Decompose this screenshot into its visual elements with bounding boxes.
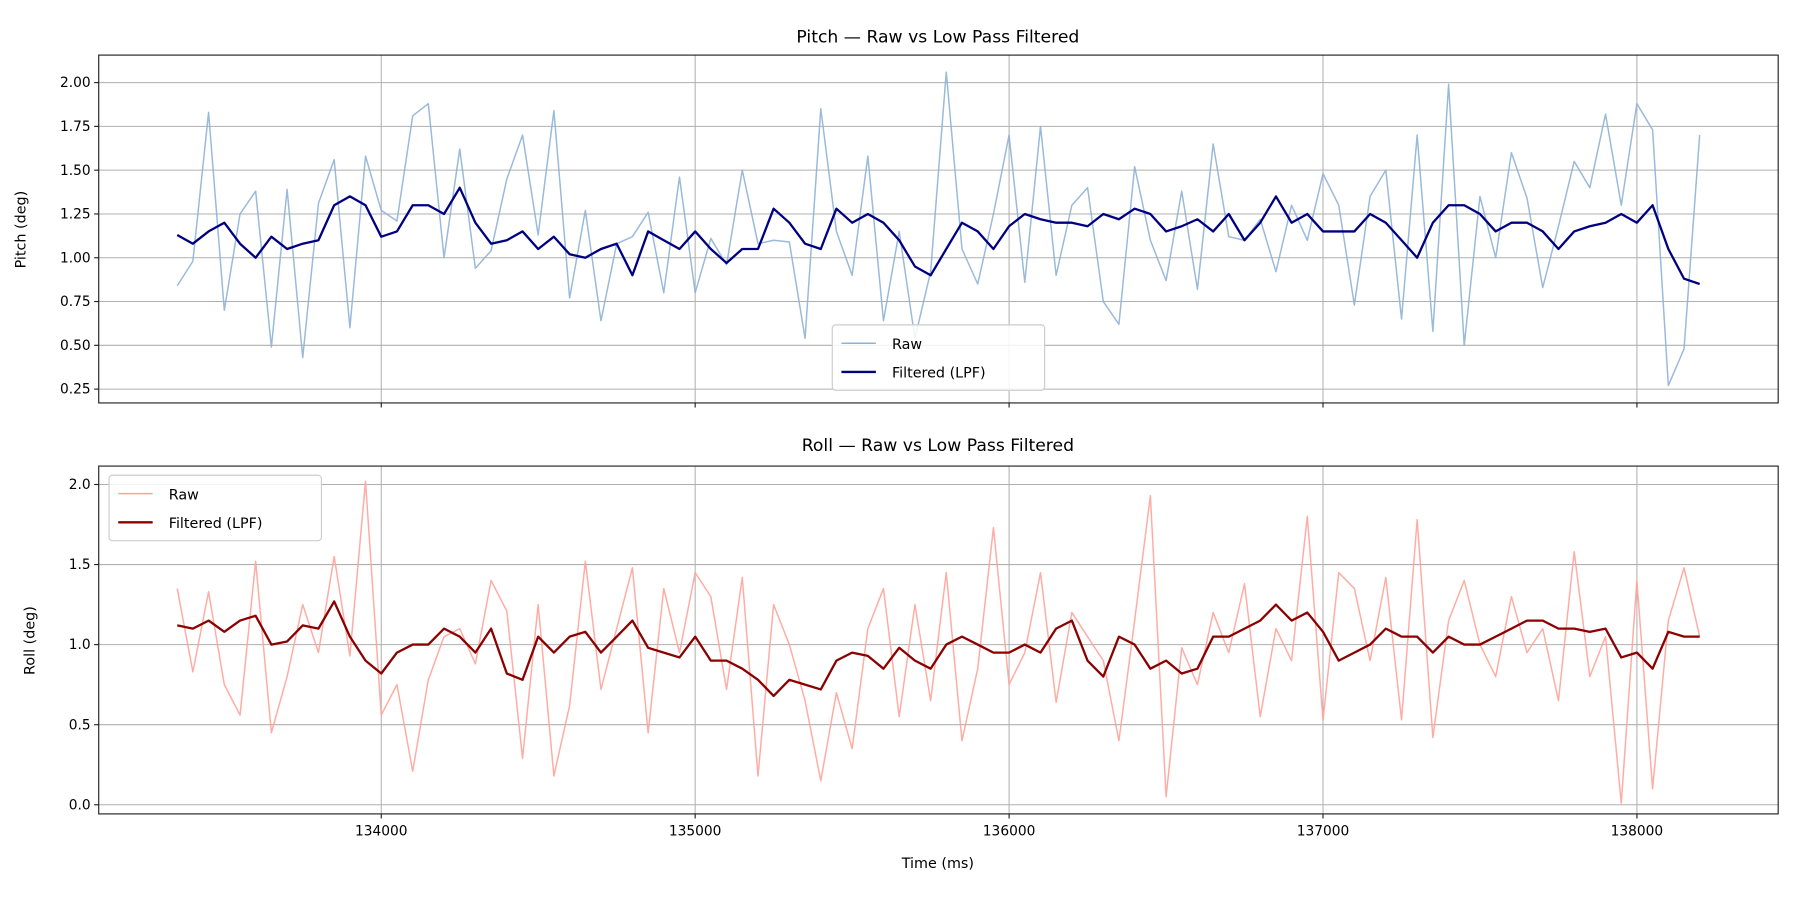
x-tick-label: 138000 bbox=[1611, 824, 1664, 840]
y-tick-label: 0.0 bbox=[69, 797, 91, 813]
roll-ylabel: Roll (deg) bbox=[22, 606, 38, 675]
roll-raw-line bbox=[176, 480, 1701, 804]
roll-legend: Raw Filtered (LPF) bbox=[108, 474, 323, 542]
y-tick-label: 0.75 bbox=[60, 294, 91, 310]
pitch-ylabel: Pitch (deg) bbox=[13, 191, 29, 269]
y-tick-label: 1.25 bbox=[60, 207, 91, 223]
pitch-filtered-line bbox=[176, 186, 1701, 286]
roll-xlabel: Time (ms) bbox=[901, 856, 974, 872]
y-tick-label: 1.50 bbox=[60, 163, 91, 179]
legend-label: Raw bbox=[892, 337, 922, 353]
axes-frame bbox=[98, 54, 1779, 404]
y-tick-label: 0.5 bbox=[69, 717, 91, 733]
pitch-raw-line bbox=[176, 71, 1701, 387]
legend-label: Raw bbox=[169, 487, 199, 503]
pitch-title: Pitch — Raw vs Low Pass Filtered bbox=[796, 27, 1079, 47]
y-tick-label: 1.00 bbox=[60, 250, 91, 266]
y-tick-label: 1.75 bbox=[60, 119, 91, 135]
pitch-legend: Raw Filtered (LPF) bbox=[831, 324, 1046, 391]
x-tick-label: 134000 bbox=[355, 824, 408, 840]
axes-frame bbox=[98, 465, 1779, 815]
y-tick-label: 2.0 bbox=[69, 477, 91, 493]
y-tick-label: 0.25 bbox=[60, 382, 91, 398]
legend-label: Filtered (LPF) bbox=[892, 366, 986, 382]
legend-box bbox=[831, 324, 1046, 391]
x-tick-label: 135000 bbox=[669, 824, 722, 840]
x-tick-label: 137000 bbox=[1297, 824, 1350, 840]
pitch-axes: Pitch — Raw vs Low Pass Filtered Pitch (… bbox=[13, 27, 1779, 408]
roll-title: Roll — Raw vs Low Pass Filtered bbox=[802, 436, 1074, 456]
roll-filtered-line bbox=[177, 600, 1700, 698]
y-tick-label: 1.5 bbox=[69, 557, 91, 573]
y-tick-label: 2.00 bbox=[60, 75, 91, 91]
x-tick-label: 136000 bbox=[983, 824, 1036, 840]
y-tick-label: 1.0 bbox=[69, 637, 91, 653]
roll-axes: Roll — Raw vs Low Pass Filtered Roll (de… bbox=[22, 436, 1779, 872]
legend-box bbox=[108, 474, 323, 542]
y-tick-label: 0.50 bbox=[60, 338, 91, 354]
legend-label: Filtered (LPF) bbox=[169, 516, 263, 532]
